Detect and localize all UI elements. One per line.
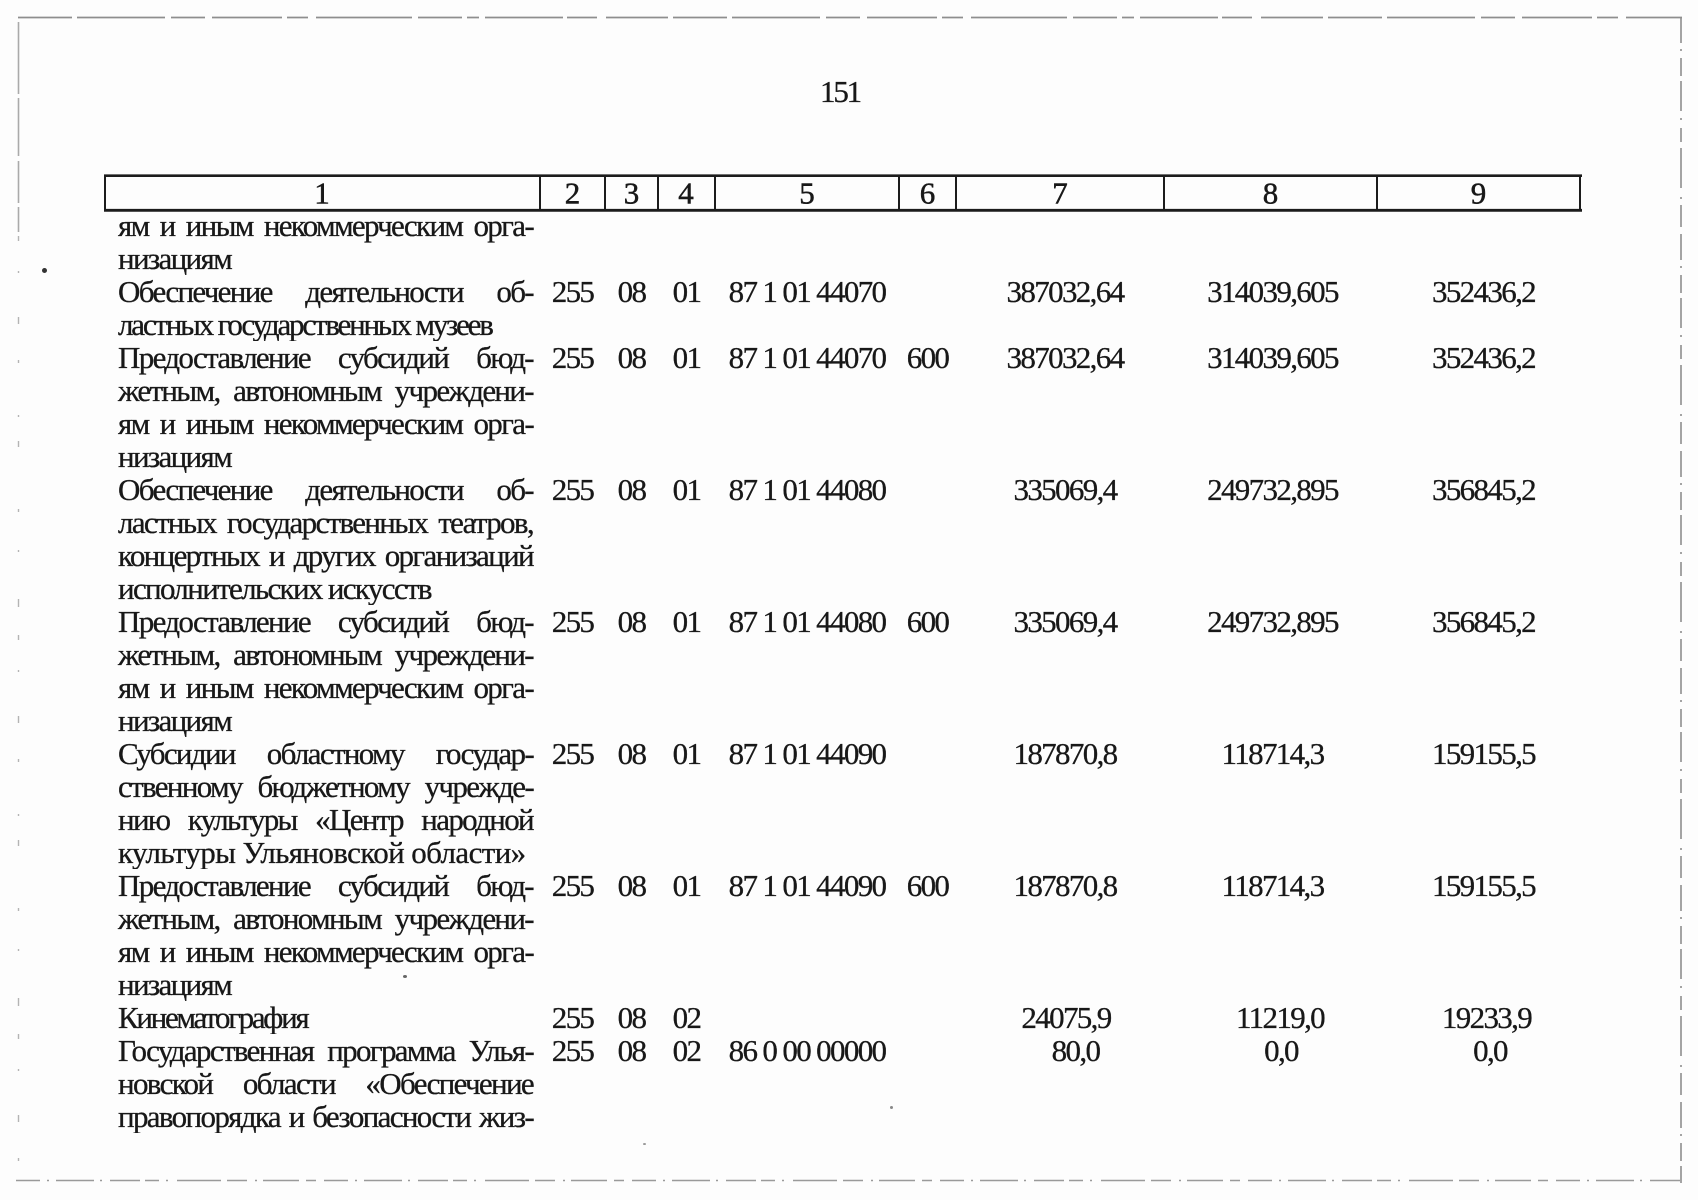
svg-text:6: 6: [920, 176, 936, 211]
svg-text:7: 7: [1052, 176, 1068, 211]
svg-text:9: 9: [1471, 176, 1487, 211]
svg-text:3: 3: [624, 176, 640, 211]
svg-text:4: 4: [678, 176, 694, 211]
svg-text:1: 1: [314, 176, 330, 211]
svg-text:2: 2: [565, 176, 581, 211]
svg-text:5: 5: [799, 176, 815, 211]
svg-text:8: 8: [1263, 176, 1279, 211]
